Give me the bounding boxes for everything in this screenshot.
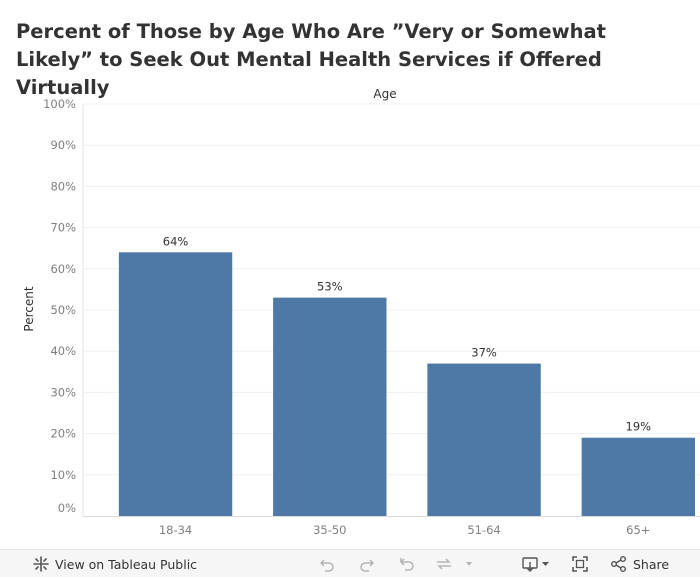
y-tick-label: 100% [43,97,76,111]
x-tick-label: 51-64 [467,523,500,537]
y-tick-label: 80% [50,179,76,193]
y-tick-label: 50% [50,303,76,317]
undo-icon [319,559,334,572]
y-tick-label: 0% [58,501,76,515]
tableau-toolbar: View on Tableau Public [0,549,700,577]
y-tick-label: 30% [50,385,76,399]
y-axis-title: Percent [22,286,36,331]
tableau-logo-icon [33,556,49,572]
share-icon [611,556,626,572]
redo-button[interactable] [358,550,376,578]
refresh-button[interactable] [434,550,454,578]
view-on-tableau-public-label: View on Tableau Public [55,556,198,572]
x-tick-label: 18-34 [159,523,192,537]
column-header-age: Age [373,87,396,101]
x-tick-label: 65+ [626,523,650,537]
fullscreen-button[interactable] [571,550,589,578]
revert-icon [399,558,414,571]
y-tick-label: 90% [50,138,76,152]
y-tick-label: 10% [50,468,76,482]
download-button[interactable] [521,550,551,578]
data-label: 37% [471,346,497,360]
x-axis: 18-34 35-50 51-64 65+ [159,523,651,537]
bar-35-50 [273,297,387,516]
pause-icon [466,562,472,566]
bar-18-34 [118,252,233,516]
data-label: 53% [317,280,343,294]
view-on-tableau-public-link[interactable]: View on Tableau Public [32,550,197,578]
bar-51-64 [427,363,541,516]
bar-chart: Age Percent 0% 10% 20% 30% 40% 50% 60% 70% 80% 90… [22,87,700,537]
redo-icon [360,559,375,572]
chart-title: Percent of Those by Age Who Are ”Very or… [16,20,606,99]
y-tick-label: 60% [50,262,76,276]
pause-button[interactable] [464,550,474,578]
refresh-icon [437,558,451,570]
data-labels: 64% 53% 37% 19% [163,234,651,433]
fullscreen-icon [572,556,588,572]
data-label: 19% [626,420,652,434]
data-label: 64% [163,234,189,248]
y-tick-label: 70% [50,221,76,235]
bar-65+ [581,437,695,516]
y-axis: 0% 10% 20% 30% 40% 50% 60% 70% 80% 90% 100% [43,97,76,515]
share-button[interactable]: Share [610,550,669,578]
x-tick-label: 35-50 [313,523,346,537]
share-label: Share [633,556,670,572]
bars [118,252,695,516]
y-tick-label: 40% [50,344,76,358]
download-icon [522,557,549,572]
y-tick-label: 20% [50,427,76,441]
undo-button[interactable] [318,550,336,578]
revert-button[interactable] [398,550,416,578]
